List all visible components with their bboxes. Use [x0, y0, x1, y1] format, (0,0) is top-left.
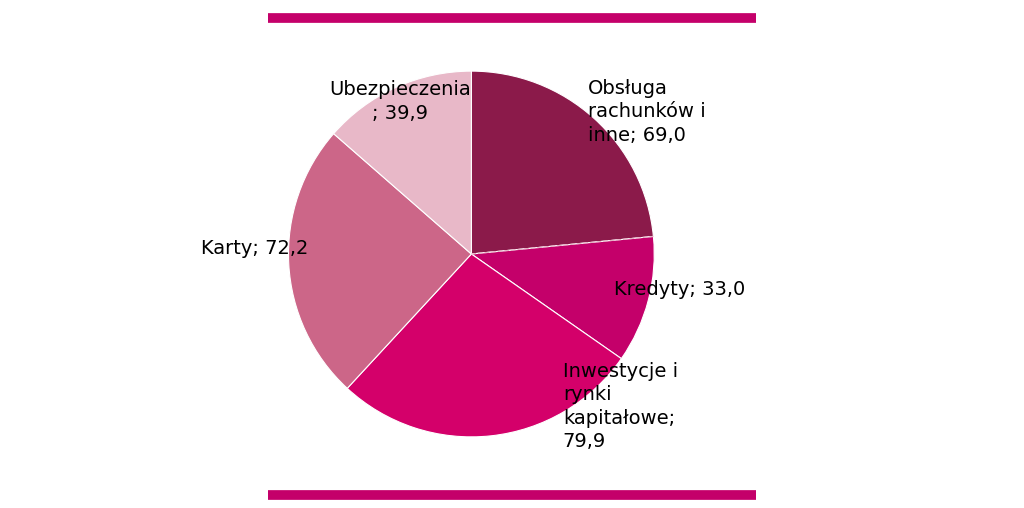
Text: Karty; 72,2: Karty; 72,2	[202, 239, 309, 259]
Text: Ubezpieczenia
; 39,9: Ubezpieczenia ; 39,9	[330, 80, 471, 123]
Text: Obsługa
rachunków i
inne; 69,0: Obsługa rachunków i inne; 69,0	[588, 79, 706, 145]
Wedge shape	[289, 134, 471, 388]
Text: Kredyty; 33,0: Kredyty; 33,0	[613, 280, 744, 299]
Wedge shape	[347, 254, 622, 437]
Wedge shape	[471, 236, 654, 359]
Text: Inwestycje i
rynki
kapitałowe;
79,9: Inwestycje i rynki kapitałowe; 79,9	[563, 362, 678, 451]
Wedge shape	[334, 71, 471, 254]
Wedge shape	[471, 71, 653, 254]
